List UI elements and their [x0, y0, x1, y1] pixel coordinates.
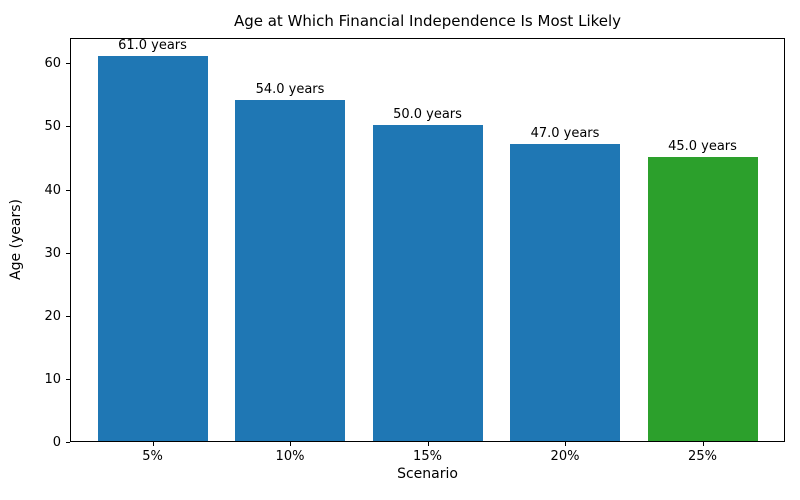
- bar-5%: [97, 55, 208, 441]
- x-tick-label: 5%: [142, 449, 163, 464]
- y-tick-label: 60: [44, 56, 61, 72]
- bar-value-label: 47.0 years: [530, 126, 600, 142]
- y-tick-mark: [66, 315, 70, 317]
- x-tick-label: 25%: [688, 449, 717, 464]
- y-tick-label: 20: [44, 308, 61, 324]
- y-tick-mark: [66, 126, 70, 128]
- bar-10%: [235, 100, 345, 441]
- y-tick-mark: [66, 63, 70, 65]
- bar-25%: [647, 156, 758, 441]
- x-tick-label: 20%: [550, 449, 580, 464]
- bar-20%: [510, 144, 620, 441]
- x-tick-mark: [565, 442, 566, 446]
- x-tick-label: 15%: [413, 449, 442, 464]
- x-tick-mark: [152, 442, 154, 446]
- y-tick-mark: [66, 378, 70, 380]
- y-tick-mark: [66, 442, 70, 443]
- plot-area: 61.0 years 54.0 years 50.0 years 47.0 years…: [70, 38, 785, 442]
- x-axis-label: Scenario: [397, 466, 458, 482]
- bar-value-label: 50.0 years: [393, 107, 462, 123]
- x-tick-mark: [427, 442, 429, 446]
- bar-value-label: 45.0 years: [668, 138, 737, 154]
- y-tick-label: 50: [44, 119, 61, 135]
- bar-value-label: 54.0 years: [255, 82, 325, 98]
- x-tick-mark: [290, 442, 291, 446]
- bar-value-label: 61.0 years: [118, 37, 187, 53]
- chart-title: Age at Which Financial Independence Is M…: [233, 12, 622, 30]
- y-tick-label: 10: [44, 371, 61, 387]
- y-tick-label: 0: [52, 435, 61, 450]
- y-tick-label: 40: [44, 182, 61, 198]
- bar-15%: [372, 125, 483, 441]
- y-tick-label: 30: [44, 245, 61, 261]
- x-tick-mark: [702, 442, 704, 446]
- y-tick-mark: [66, 189, 70, 191]
- y-tick-mark: [66, 252, 70, 254]
- x-tick-label: 10%: [275, 449, 305, 464]
